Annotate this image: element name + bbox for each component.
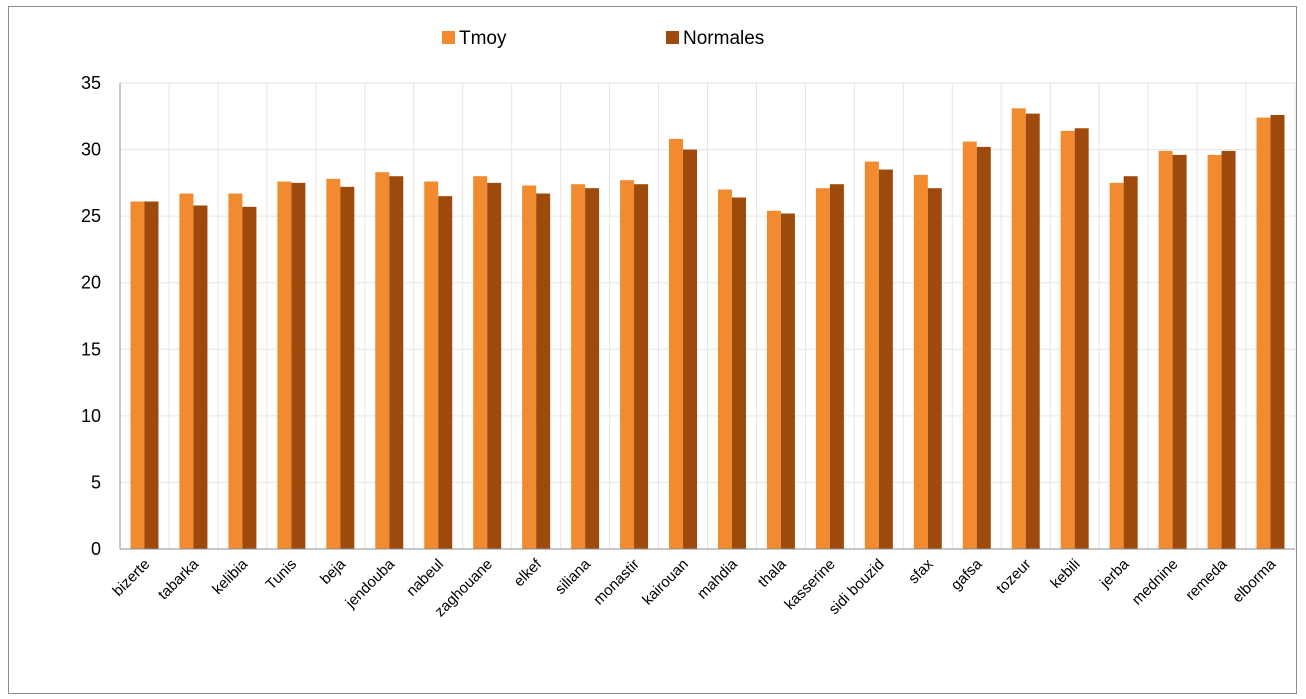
- x-tick-label: gafsa: [948, 555, 986, 593]
- legend: Tmoy Normales: [442, 28, 764, 49]
- bar-chart: 0 5 10 15 20 25 30 35 bizerte tabarka kelibia Tuni…: [81, 28, 1296, 620]
- x-tick-label: monastir: [590, 556, 643, 609]
- y-tick-label: 0: [91, 539, 101, 559]
- x-tick-label: tabarka: [155, 555, 203, 603]
- x-tick-label: jerba: [1096, 555, 1133, 592]
- y-tick-labels: 0 5 10 15 20 25 30 35: [81, 73, 101, 559]
- y-tick-label: 30: [81, 140, 101, 160]
- bar-tmoy-monastir: [620, 180, 635, 550]
- bar-tmoy-tozeur: [1011, 108, 1026, 549]
- x-tick-label: kelibia: [209, 555, 252, 598]
- grid-lines: [119, 82, 1296, 549]
- bar-tmoy-kelibia: [228, 193, 243, 549]
- axes: [119, 83, 1295, 550]
- bar-normales-kelibia: [242, 206, 257, 549]
- bar-normales-thala: [780, 213, 795, 550]
- bar-normales-monastir: [634, 184, 649, 549]
- bar-normales-kasserine: [829, 184, 844, 549]
- bar-tmoy-elborma: [1256, 117, 1271, 550]
- bar-tmoy-zaghouane: [473, 176, 488, 549]
- bar-normales-kairouan: [683, 149, 698, 550]
- x-tick-label: remeda: [1182, 555, 1230, 603]
- bar-normales-remeda: [1221, 150, 1236, 549]
- bar-tmoy-mahdia: [717, 189, 732, 549]
- bar-tmoy-kairouan: [669, 138, 684, 550]
- x-tick-label: Tunis: [263, 556, 301, 594]
- bar-normales-sidi-bouzid: [878, 169, 893, 550]
- bar-tmoy-mednine: [1158, 150, 1173, 549]
- bar-tmoy-gafsa: [962, 141, 977, 549]
- bar-tmoy-thala: [766, 210, 781, 549]
- x-tick-label: jendouba: [342, 555, 399, 612]
- bar-tmoy-nabeul: [424, 181, 439, 550]
- bar-normales-bizerte: [144, 201, 159, 550]
- bar-normales-elborma: [1270, 114, 1285, 549]
- x-tick-label: elborma: [1229, 555, 1280, 606]
- x-tick-label: sfax: [905, 555, 937, 587]
- bar-tmoy-bizerte: [130, 201, 145, 550]
- bar-normales-tunis: [291, 182, 306, 549]
- bar-normales-gafsa: [976, 146, 991, 549]
- bar-normales-tabarka: [193, 205, 208, 549]
- bar-tmoy-tunis: [277, 181, 292, 550]
- bar-tmoy-sfax: [913, 174, 928, 549]
- bar-normales-beja: [340, 186, 355, 549]
- bar-normales-jendouba: [389, 176, 404, 549]
- bar-tmoy-kasserine: [815, 188, 830, 549]
- bar-tmoy-kebili: [1060, 130, 1075, 549]
- y-tick-label: 35: [81, 73, 101, 93]
- x-tick-label: nabeul: [403, 556, 447, 600]
- bar-tmoy-sidi-bouzid: [864, 161, 879, 549]
- y-tick-label: 10: [81, 406, 101, 426]
- bar-normales-mednine: [1172, 154, 1187, 549]
- bar-tmoy-jendouba: [375, 172, 390, 549]
- bar-tmoy-tabarka: [179, 193, 194, 549]
- bars: [130, 108, 1285, 550]
- bar-tmoy-elkef: [522, 185, 537, 549]
- legend-label-tmoy: Tmoy: [459, 28, 507, 49]
- y-tick-label: 5: [91, 472, 101, 492]
- x-tick-label: mahdia: [694, 555, 741, 602]
- y-tick-label: 20: [81, 273, 101, 293]
- bar-tmoy-remeda: [1207, 154, 1222, 549]
- legend-swatch-tmoy: [442, 31, 455, 44]
- y-tick-label: 15: [81, 339, 101, 359]
- x-tick-label: kebili: [1047, 556, 1083, 592]
- chart-frame: 0 5 10 15 20 25 30 35 bizerte tabarka kelibia Tuni…: [8, 6, 1297, 694]
- x-tick-label: mednine: [1129, 556, 1182, 609]
- bar-normales-kebili: [1074, 128, 1089, 550]
- bar-normales-zaghouane: [487, 182, 502, 549]
- bar-tmoy-siliana: [571, 184, 586, 549]
- bar-normales-mahdia: [731, 197, 746, 549]
- bar-normales-sfax: [927, 188, 942, 549]
- bar-normales-jerba: [1123, 176, 1138, 549]
- x-tick-label: siliana: [552, 555, 595, 598]
- x-tick-label: kairouan: [639, 556, 692, 609]
- legend-swatch-normales: [666, 31, 679, 44]
- bar-normales-elkef: [536, 193, 551, 549]
- y-tick-label: 25: [81, 206, 101, 226]
- bar-normales-tozeur: [1025, 113, 1040, 549]
- legend-label-normales: Normales: [683, 28, 764, 49]
- bar-normales-siliana: [585, 188, 600, 549]
- bar-tmoy-beja: [326, 178, 341, 549]
- bar-tmoy-jerba: [1109, 182, 1124, 549]
- x-tick-label: beja: [317, 555, 350, 588]
- bar-normales-nabeul: [438, 196, 453, 549]
- x-tick-label: elkef: [511, 555, 546, 590]
- x-tick-label: thala: [755, 555, 790, 590]
- x-tick-label: bizerte: [109, 556, 153, 600]
- x-tick-label: tozeur: [993, 556, 1035, 598]
